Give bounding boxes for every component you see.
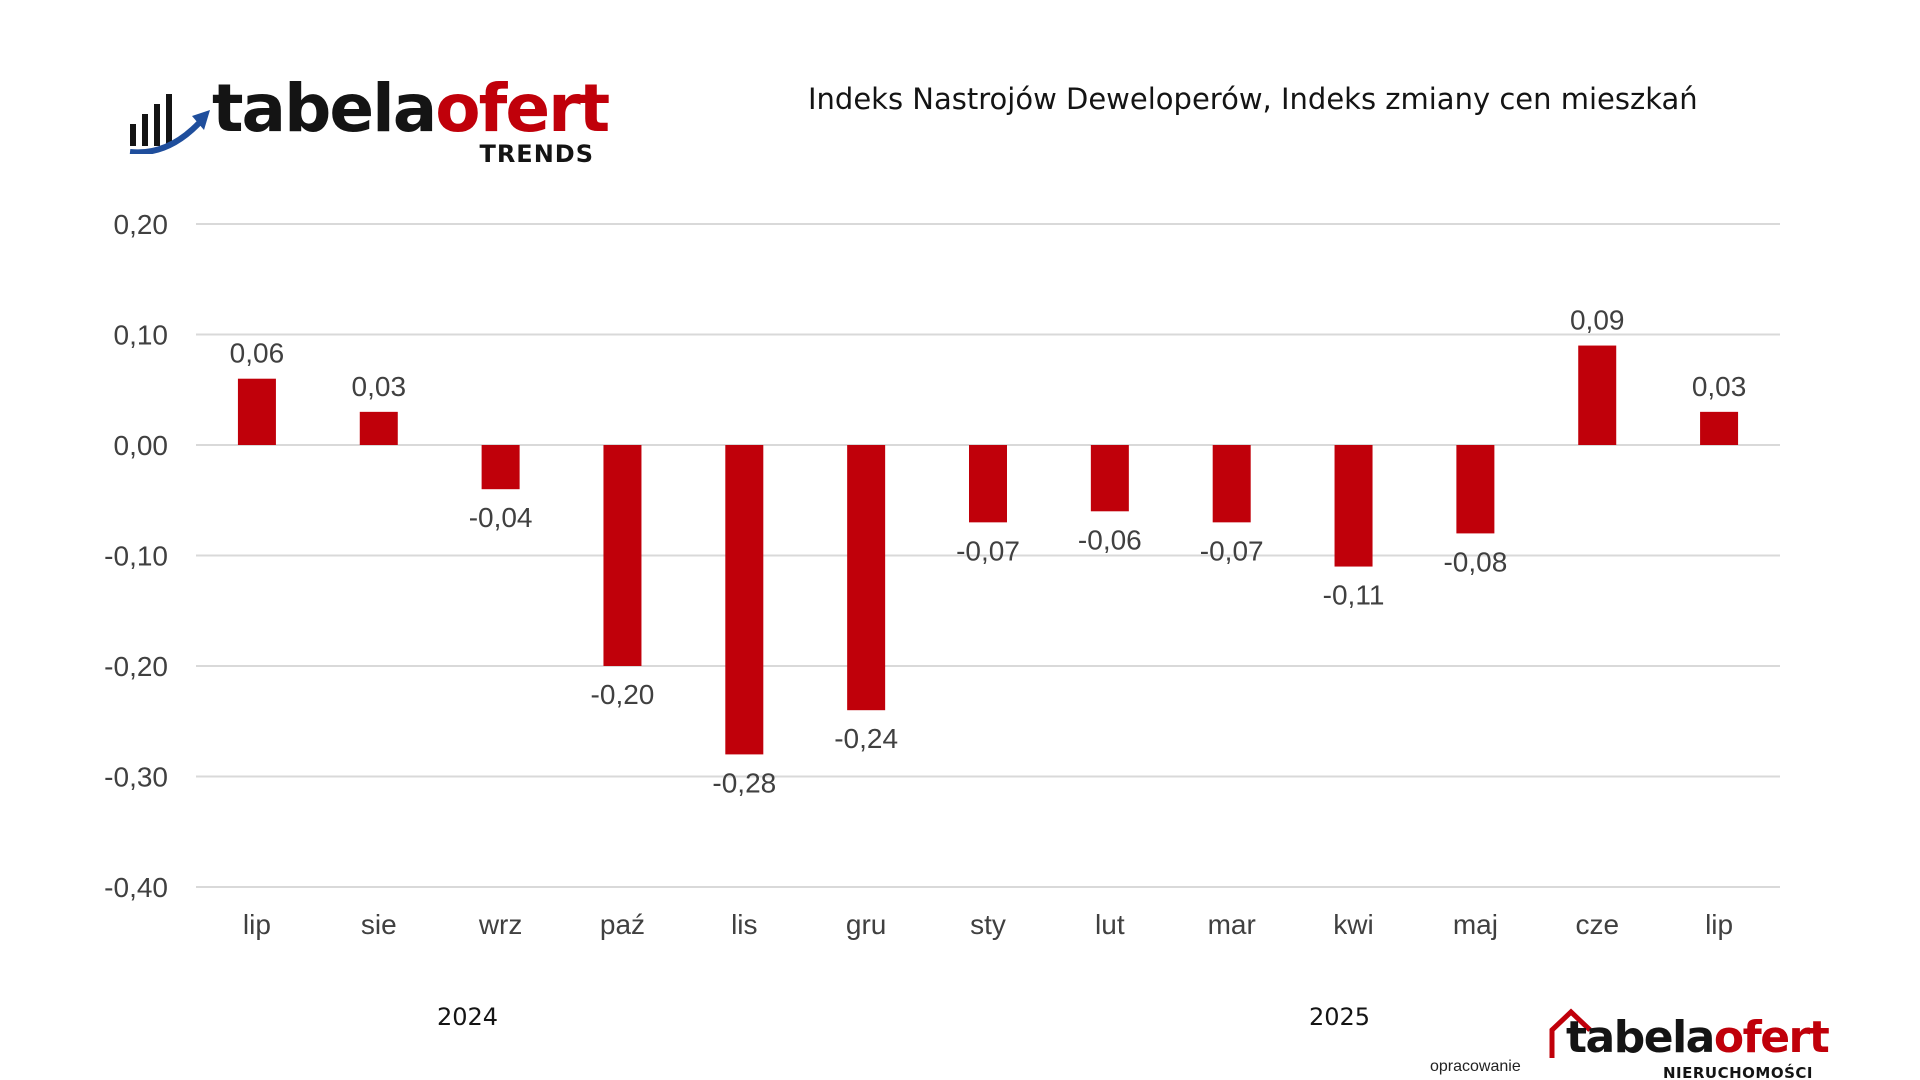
bar-layer — [237, 345, 1739, 755]
bar — [847, 445, 886, 711]
bar — [603, 445, 642, 666]
brand-logo-bottom-text: tabelaofert — [1566, 1012, 1830, 1063]
y-tick-label: -0,40 — [104, 872, 168, 903]
bar — [1090, 445, 1129, 512]
chart-title: Indeks Nastrojów Deweloperów, Indeks zmi… — [808, 82, 1698, 116]
brand-logo-trends: tabelaofert TRENDS — [128, 70, 610, 180]
bar — [1212, 445, 1251, 523]
data-label: -0,07 — [956, 535, 1020, 566]
year-label-2024: 2024 — [437, 1003, 499, 1031]
data-label: -0,06 — [1078, 524, 1142, 555]
brand-logo-bottom-word-dark: tabela — [1566, 1012, 1715, 1063]
brand-logo-bottom-subtitle: NIERUCHOMOŚCI — [1663, 1064, 1813, 1080]
x-tick-label: kwi — [1333, 909, 1373, 940]
bar-chart-arrow-icon — [129, 94, 210, 154]
x-tick-label: sie — [361, 909, 397, 940]
credit-label: opracowanie — [1430, 1058, 1521, 1075]
data-label: 0,06 — [230, 338, 285, 369]
x-tick-label: paź — [600, 909, 645, 940]
data-label: 0,09 — [1570, 305, 1625, 336]
x-tick-label: lut — [1095, 909, 1125, 940]
bar — [725, 445, 764, 755]
data-label: 0,03 — [352, 371, 407, 402]
brand-logo-bottom-word-red: ofert — [1713, 1012, 1830, 1063]
x-tick-label: maj — [1453, 909, 1498, 940]
x-tick-label: lip — [243, 909, 271, 940]
bar — [359, 411, 398, 445]
x-tick-label: sty — [970, 909, 1006, 940]
data-label: -0,24 — [834, 723, 898, 754]
x-tick-label: gru — [846, 909, 886, 940]
data-label: -0,11 — [1323, 580, 1385, 611]
label-layer: 0,20 0,10 0,00 -0,10 -0,20 -0,30 -0,40 0,06 lip 0… — [104, 209, 1746, 940]
bar — [1578, 345, 1617, 445]
data-label: -0,20 — [591, 679, 655, 710]
data-label: -0,08 — [1443, 546, 1507, 577]
data-label: -0,07 — [1200, 535, 1264, 566]
x-tick-label: wrz — [478, 909, 523, 940]
brand-logo-text: tabelaofert — [212, 70, 610, 147]
x-tick-label: lis — [731, 909, 757, 940]
year-label-2025: 2025 — [1309, 1003, 1371, 1031]
x-tick-label: lip — [1705, 909, 1733, 940]
brand-logo-nieruchomosci: tabelaofert NIERUCHOMOŚCI — [1548, 1008, 1830, 1080]
data-label: -0,04 — [469, 502, 533, 533]
y-tick-label: 0,20 — [114, 209, 169, 240]
bar — [1456, 445, 1495, 534]
y-tick-label: -0,20 — [104, 651, 168, 682]
y-tick-label: 0,00 — [114, 430, 169, 461]
bar — [237, 378, 276, 445]
bar — [1700, 411, 1739, 445]
y-tick-label: -0,10 — [104, 541, 168, 572]
bar — [1334, 445, 1373, 567]
brand-logo-word-red: ofert — [435, 70, 610, 147]
bar — [969, 445, 1007, 523]
data-label: -0,28 — [712, 767, 776, 798]
y-tick-label: -0,30 — [104, 762, 168, 793]
x-tick-label: cze — [1575, 909, 1619, 940]
data-label: 0,03 — [1692, 371, 1747, 402]
x-tick-label: mar — [1208, 909, 1256, 940]
y-tick-label: 0,10 — [114, 320, 169, 351]
brand-logo-subtitle: TRENDS — [479, 140, 594, 168]
house-outline-icon — [1549, 1008, 1592, 1058]
bar — [481, 445, 520, 490]
brand-logo-word-dark: tabela — [212, 70, 437, 147]
